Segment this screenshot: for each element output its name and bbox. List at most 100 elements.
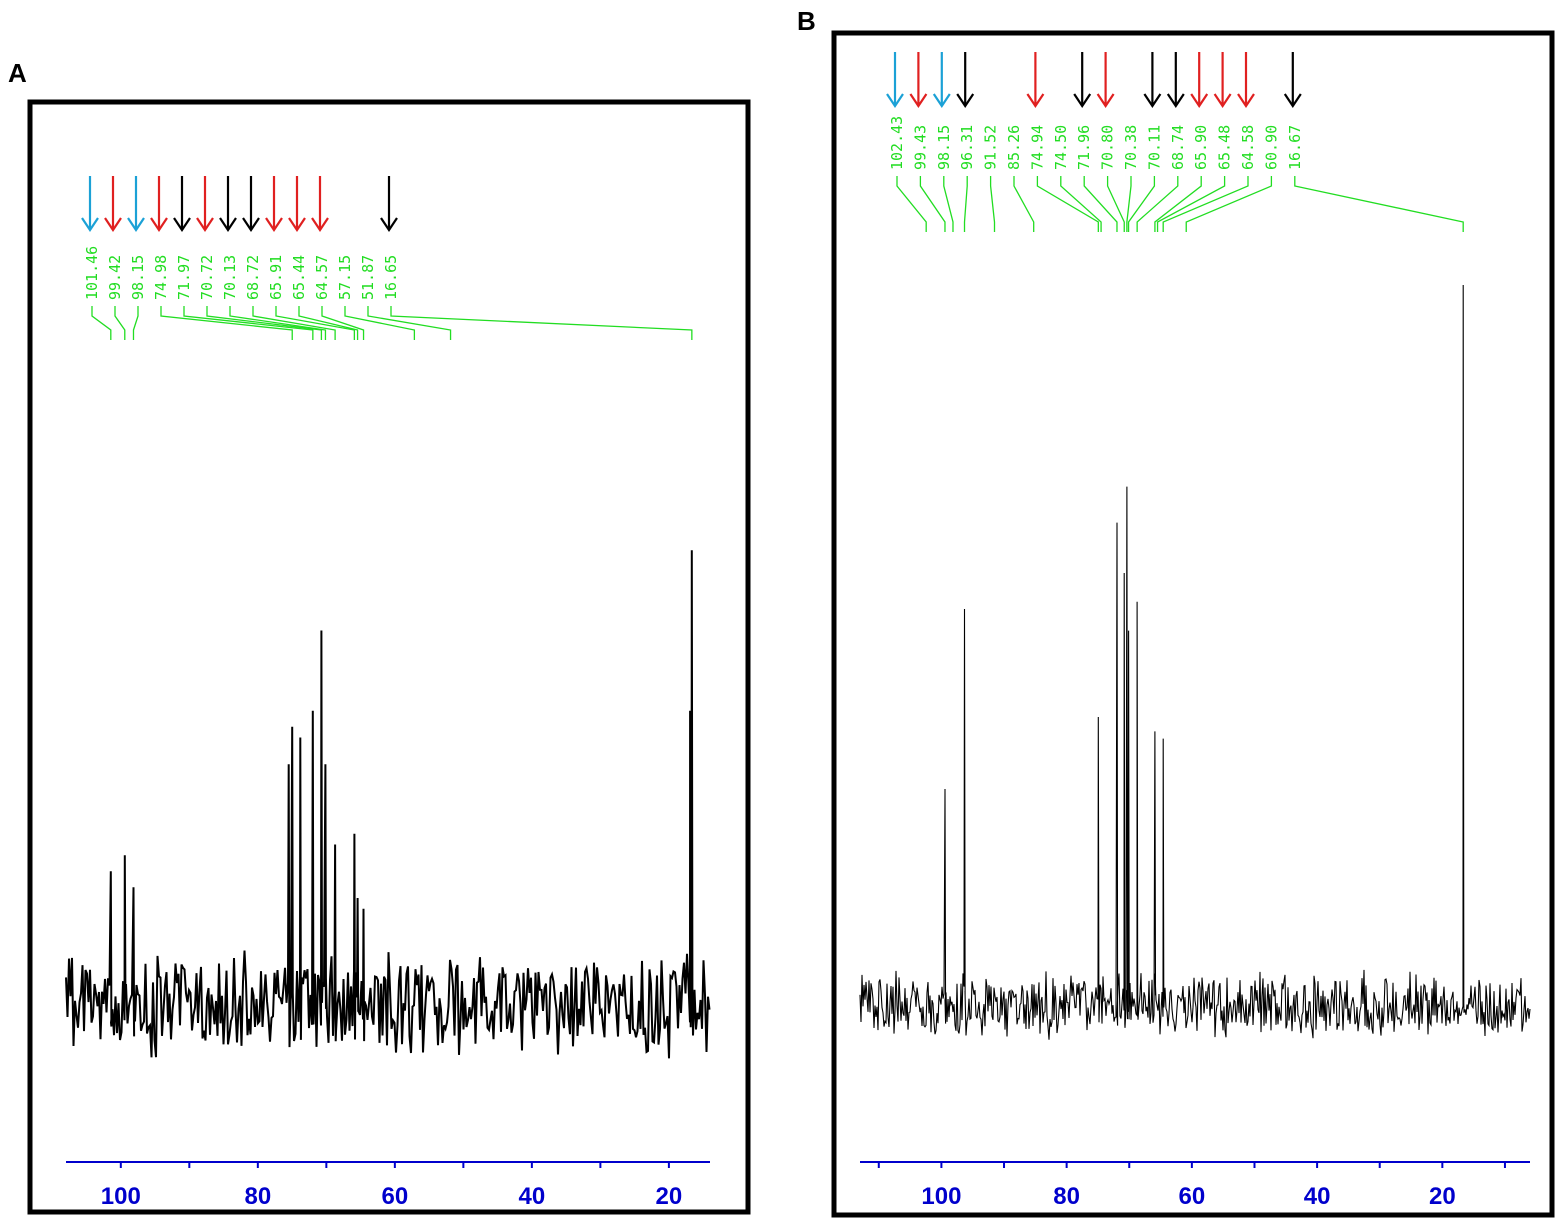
peak-arrow <box>196 176 214 232</box>
panel-a-frame <box>27 99 751 1215</box>
peak-label: 60.90 <box>1262 125 1280 170</box>
peak-leader-line <box>1156 176 1226 232</box>
peak-label: 70.80 <box>1099 125 1117 170</box>
panel-a-chart: 100 80 60 40 20 101.46 99.42 98.15 74.98 71.97 70.… <box>65 176 711 1210</box>
peak-leader-line <box>896 176 927 232</box>
peak-label: 102.43 <box>888 116 906 170</box>
peak-leader-line <box>229 306 327 340</box>
peak-arrow <box>956 52 975 108</box>
peak-leader-line <box>275 306 356 340</box>
peak-label: 51.87 <box>359 255 377 300</box>
peak-leader-line <box>1106 176 1125 232</box>
peak-leader-line <box>206 306 323 340</box>
spectrum-trace <box>859 284 1531 1040</box>
peak-label: 68.72 <box>244 255 262 300</box>
peak-arrow <box>311 176 329 232</box>
peak-arrow <box>127 176 145 232</box>
peak-label: 65.44 <box>290 255 308 300</box>
peak-leader-line <box>919 176 946 232</box>
peak-arrow <box>265 176 283 232</box>
peak-label: 16.67 <box>1286 125 1304 170</box>
peak-label: 74.50 <box>1052 125 1070 170</box>
peak-leader-line <box>1013 176 1035 232</box>
peak-leader-line <box>252 306 336 340</box>
x-tick-label: 60 <box>1179 1183 1206 1210</box>
peak-label: 96.31 <box>958 125 976 170</box>
peak-arrow <box>173 176 191 232</box>
peak-label: 70.13 <box>221 255 239 300</box>
peak-arrow <box>1237 52 1255 108</box>
peak-label: 98.15 <box>129 255 147 300</box>
peak-leader-line <box>963 176 968 232</box>
peak-label: 85.26 <box>1005 125 1023 170</box>
peak-label: 74.98 <box>152 255 170 300</box>
peak-arrow <box>1166 52 1185 108</box>
peak-arrow <box>1190 52 1209 108</box>
peak-label: 91.52 <box>982 125 1000 170</box>
peak-label: 16.65 <box>382 255 400 300</box>
peak-leader-line <box>1036 176 1099 232</box>
peak-label: 98.15 <box>935 125 953 170</box>
panel-letter-b: B <box>797 6 816 36</box>
peak-arrow <box>909 52 928 108</box>
peak-label: 65.91 <box>267 255 285 300</box>
peak-arrow <box>380 176 398 232</box>
peak-label: 99.43 <box>911 125 929 170</box>
peak-leader-line <box>132 306 139 340</box>
x-tick-label: 40 <box>1304 1183 1331 1210</box>
peak-leader-line <box>943 176 954 232</box>
peak-leader-line <box>344 306 416 340</box>
x-tick-label: 20 <box>656 1183 683 1210</box>
panel-b-chart: 100 80 60 40 20 102.43 99.43 98.15 96.31 91.52 85.… <box>859 52 1531 1210</box>
peak-arrow <box>1096 52 1115 108</box>
peak-arrow <box>1143 52 1162 108</box>
peak-leader-line <box>989 176 996 232</box>
x-tick-label: 100 <box>101 1183 141 1210</box>
peak-leader-line <box>1136 176 1179 232</box>
x-tick-label: 20 <box>1429 1183 1456 1210</box>
peak-leader-line <box>1162 176 1249 232</box>
x-tick-label: 80 <box>244 1183 271 1210</box>
peak-arrow <box>150 176 168 232</box>
peak-leader-line <box>298 306 359 340</box>
peak-arrow <box>1026 52 1045 108</box>
peak-label: 64.57 <box>313 255 331 300</box>
x-tick-label: 60 <box>381 1183 408 1210</box>
peak-leader-line <box>1060 176 1102 232</box>
peak-leader-line <box>390 306 693 340</box>
peak-label: 65.48 <box>1216 125 1234 170</box>
peak-arrow <box>288 176 306 232</box>
peak-label: 101.46 <box>83 246 101 300</box>
peak-arrow <box>1213 52 1232 108</box>
peak-arrow <box>1283 52 1302 108</box>
peak-leader-line <box>1185 176 1273 232</box>
peak-arrow <box>219 176 237 232</box>
peak-leader-line <box>1126 176 1132 232</box>
peak-arrow <box>1073 52 1092 108</box>
peak-label: 65.90 <box>1192 125 1210 170</box>
peak-label: 99.42 <box>106 255 124 300</box>
peak-label: 70.38 <box>1122 125 1140 170</box>
peak-arrow <box>932 52 951 108</box>
panel-b-frame <box>831 30 1555 1218</box>
peak-leader-line <box>1083 176 1118 232</box>
peak-label: 57.15 <box>336 255 354 300</box>
spectrum-trace <box>65 550 711 1059</box>
peak-label: 70.11 <box>1145 125 1163 170</box>
x-tick-label: 100 <box>921 1183 961 1210</box>
peak-arrow <box>81 176 99 232</box>
peak-label: 71.96 <box>1075 125 1093 170</box>
x-tick-label: 80 <box>1053 1183 1080 1210</box>
peak-label: 70.72 <box>198 255 216 300</box>
peak-label: 68.74 <box>1169 125 1187 170</box>
peak-arrow <box>886 52 904 108</box>
peak-leader-line <box>1127 176 1156 232</box>
peak-leader-line <box>321 306 365 340</box>
x-tick-label: 40 <box>519 1183 546 1210</box>
panel-letter-a: A <box>8 58 27 88</box>
peak-label: 74.94 <box>1028 125 1046 170</box>
peak-leader-line <box>114 306 126 340</box>
peak-arrow <box>242 176 260 232</box>
peak-leader-line <box>367 306 452 340</box>
peak-leader-line <box>160 306 293 340</box>
